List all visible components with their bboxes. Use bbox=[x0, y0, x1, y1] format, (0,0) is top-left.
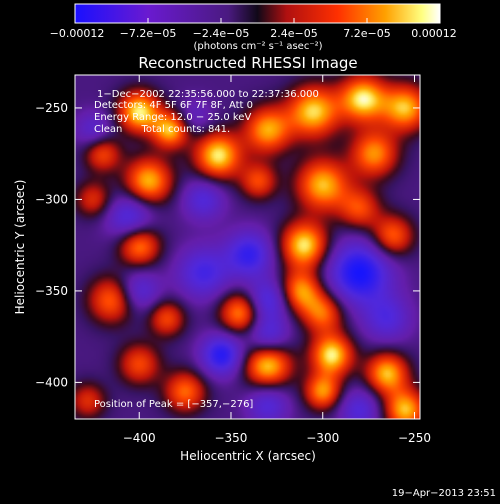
x-tick-label: −400 bbox=[123, 431, 156, 445]
y-tick-label: −400 bbox=[35, 375, 68, 389]
footer-timestamp: 19−Apr−2013 23:51 bbox=[392, 488, 496, 499]
y-tick-label: −300 bbox=[35, 192, 68, 206]
peak-position-label: Position of Peak = [−357,−276] bbox=[94, 399, 253, 410]
chart-title: Reconstructed RHESSI Image bbox=[138, 54, 357, 72]
x-axis-title: Heliocentric X (arcsec) bbox=[180, 449, 316, 463]
heatmap-area bbox=[75, 75, 420, 419]
colorbar-tick-label: −2.4e−05 bbox=[193, 27, 250, 40]
y-tick-label: −250 bbox=[35, 101, 68, 115]
y-axis-ticks bbox=[75, 107, 420, 383]
y-axis-tick-labels: −250 −300 −350 −400 bbox=[35, 101, 68, 389]
x-tick-label: −300 bbox=[306, 431, 339, 445]
y-axis-title: Heliocentric Y (arcsec) bbox=[13, 180, 27, 315]
y-tick-label: −350 bbox=[35, 284, 68, 298]
colorbar-tick-label: 0.00012 bbox=[411, 27, 457, 40]
colorbar-tick-label: 2.4e−05 bbox=[270, 27, 317, 40]
annotation-energy: Energy Range: 12.0 − 25.0 keV bbox=[94, 112, 251, 123]
x-axis-tick-labels: −400 −350 −300 −250 bbox=[123, 431, 431, 445]
colorbar-unit-label: (photons cm⁻² s⁻¹ asec⁻²) bbox=[193, 41, 322, 52]
colorbar-tick-labels: −0.00012 −7.2e−05 −2.4e−05 2.4e−05 7.2e−… bbox=[50, 27, 457, 40]
x-tick-label: −350 bbox=[214, 431, 247, 445]
heatmap-image bbox=[75, 75, 420, 419]
annotation-counts: Clean Total counts: 841. bbox=[94, 124, 230, 135]
x-tick-label: −250 bbox=[398, 431, 431, 445]
colorbar bbox=[74, 3, 441, 24]
colorbar-tick-label: −7.2e−05 bbox=[120, 27, 177, 40]
annotation-detectors: Detectors: 4F 5F 6F 7F 8F, Att 0 bbox=[94, 100, 253, 111]
annotation-time: 1−Dec−2002 22:35:56.000 to 22:37:36.000 bbox=[97, 89, 319, 100]
colorbar-ticks bbox=[74, 18, 441, 23]
colorbar-tick-label: 7.2e−05 bbox=[343, 27, 390, 40]
plot-frame bbox=[74, 74, 421, 420]
x-axis-ticks bbox=[138, 75, 415, 419]
colorbar-tick-label: −0.00012 bbox=[50, 27, 105, 40]
